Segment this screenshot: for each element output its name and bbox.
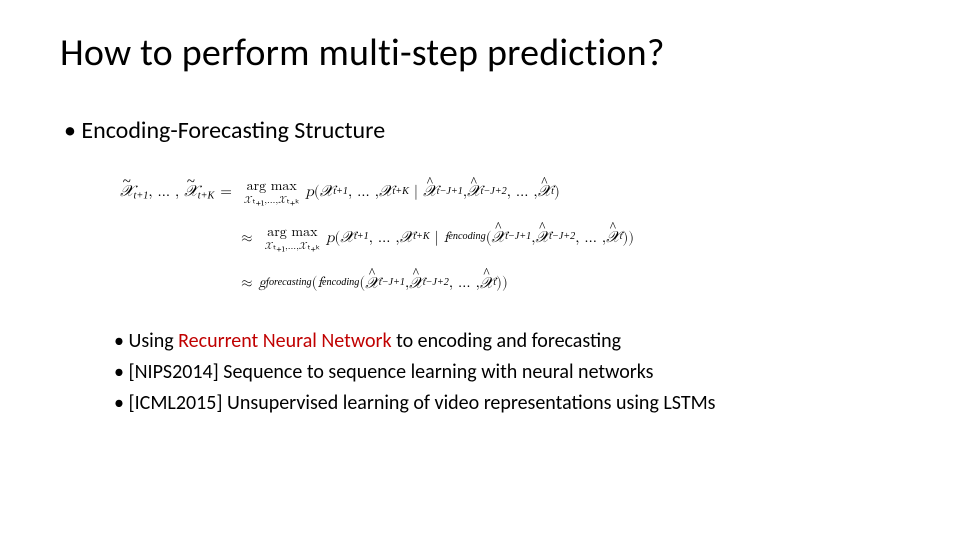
sub-bullet-1-post: to encoding and forecasting [392,329,621,353]
slide-container: How to perform multi-step prediction? En… [0,0,960,451]
math-line-2: ≈ arg max 𝒳ₜ₊₁,…,𝒳ₜ₊ₖ p(𝒳t+1, … , 𝒳t+K |… [235,219,900,257]
sub-bullet-3: [ICML2015] Unsupervised learning of vide… [114,390,900,417]
math-line-3: ≈ gforecasting(fencoding(𝒳t−J+1, 𝒳t−J+2,… [235,265,900,303]
sub-bullet-1-pre: Using [128,329,178,353]
sub-bullet-1-highlight: Recurrent Neural Network [178,329,391,353]
sub-bullet-3-text: [ICML2015] Unsupervised learning of vide… [128,391,715,415]
sub-bullet-2-text: [NIPS2014] Sequence to sequence learning… [128,360,653,384]
main-bullet: Encoding-Forecasting Structure [60,116,900,145]
sub-bullet-1: Using Recurrent Neural Network to encodi… [114,328,900,355]
slide-title: How to perform multi-step prediction? [60,30,900,76]
argmax-1: arg max 𝒳ₜ₊₁,…,𝒳ₜ₊ₖ [244,179,300,205]
math-block: 𝒳t+1, … , 𝒳t+K = arg max 𝒳ₜ₊₁,…,𝒳ₜ₊ₖ p(𝒳… [120,173,900,302]
sub-bullet-list: Using Recurrent Neural Network to encodi… [114,328,900,417]
sub-bullet-2: [NIPS2014] Sequence to sequence learning… [114,359,900,386]
argmax-2: arg max 𝒳ₜ₊₁,…,𝒳ₜ₊ₖ [265,225,321,251]
math-line-1: 𝒳t+1, … , 𝒳t+K = arg max 𝒳ₜ₊₁,…,𝒳ₜ₊ₖ p(𝒳… [120,173,900,211]
